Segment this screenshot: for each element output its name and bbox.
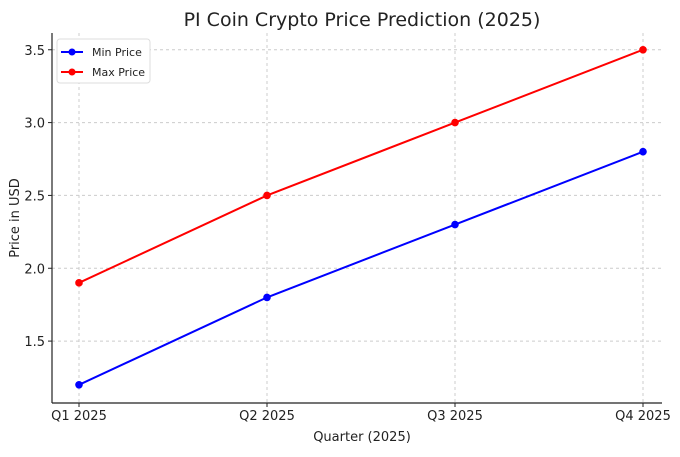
y-tick-label: 3.0 (24, 117, 45, 132)
axes (51, 33, 662, 404)
y-tick-label: 2.0 (24, 262, 45, 277)
x-tick-label: Q3 2025 (427, 409, 483, 424)
grid (52, 33, 662, 403)
data-point (639, 147, 647, 156)
y-axis-label: Price in USD (8, 178, 23, 258)
legend: Min Price Max Price (56, 38, 151, 84)
legend-label-min: Min Price (92, 46, 142, 59)
chart-title: PI Coin Crypto Price Prediction (2025) (184, 9, 541, 31)
data-point (451, 118, 459, 127)
series-line-1 (78, 48, 644, 284)
data-point (263, 191, 271, 200)
data-point (639, 45, 647, 54)
legend-dot-min (68, 48, 76, 56)
y-tick-label: 3.5 (24, 44, 45, 59)
legend-label-max: Max Price (92, 66, 145, 79)
data-point (263, 293, 271, 302)
data-point (75, 380, 83, 389)
x-tick-label: Q2 2025 (239, 409, 295, 424)
x-tick-label: Q4 2025 (615, 409, 671, 424)
y-tick-label: 2.5 (24, 189, 45, 204)
x-axis-label: Quarter (2025) (313, 430, 411, 445)
data-point (75, 279, 83, 287)
legend-dot-max (68, 68, 76, 76)
x-tick-label: Q1 2025 (51, 409, 107, 424)
y-tick-label: 1.5 (24, 335, 45, 350)
series-line-0 (78, 150, 644, 386)
data-point (451, 220, 459, 229)
